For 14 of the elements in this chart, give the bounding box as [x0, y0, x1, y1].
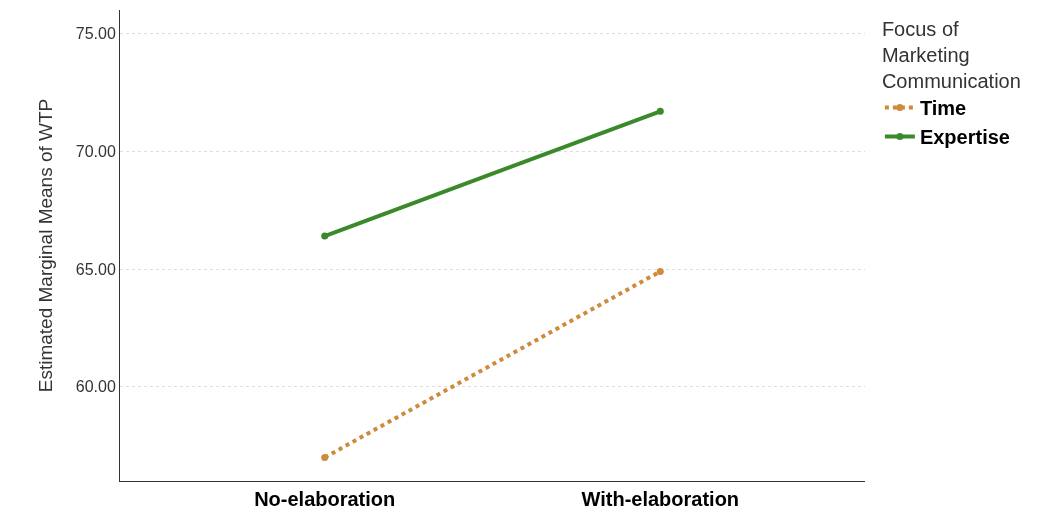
- point: [321, 232, 329, 240]
- legend-title: Focus of Marketing Communication: [881, 18, 1021, 92]
- y-tick-label: 65.00: [75, 260, 116, 278]
- point: [656, 267, 664, 275]
- x-tick-label: No-elaboration: [254, 488, 396, 510]
- y-axis-title: Estimated Marginal Means of WTP: [34, 98, 56, 393]
- legend-label: Expertise: [919, 126, 1010, 149]
- legend-label: Time: [919, 97, 967, 120]
- y-tick-label: 75.00: [75, 25, 116, 43]
- point: [321, 453, 329, 461]
- x-tick-label: With-elaboration: [581, 488, 740, 510]
- y-tick-label: 70.00: [75, 142, 116, 160]
- point: [656, 107, 664, 115]
- y-tick-label: 60.00: [75, 378, 116, 396]
